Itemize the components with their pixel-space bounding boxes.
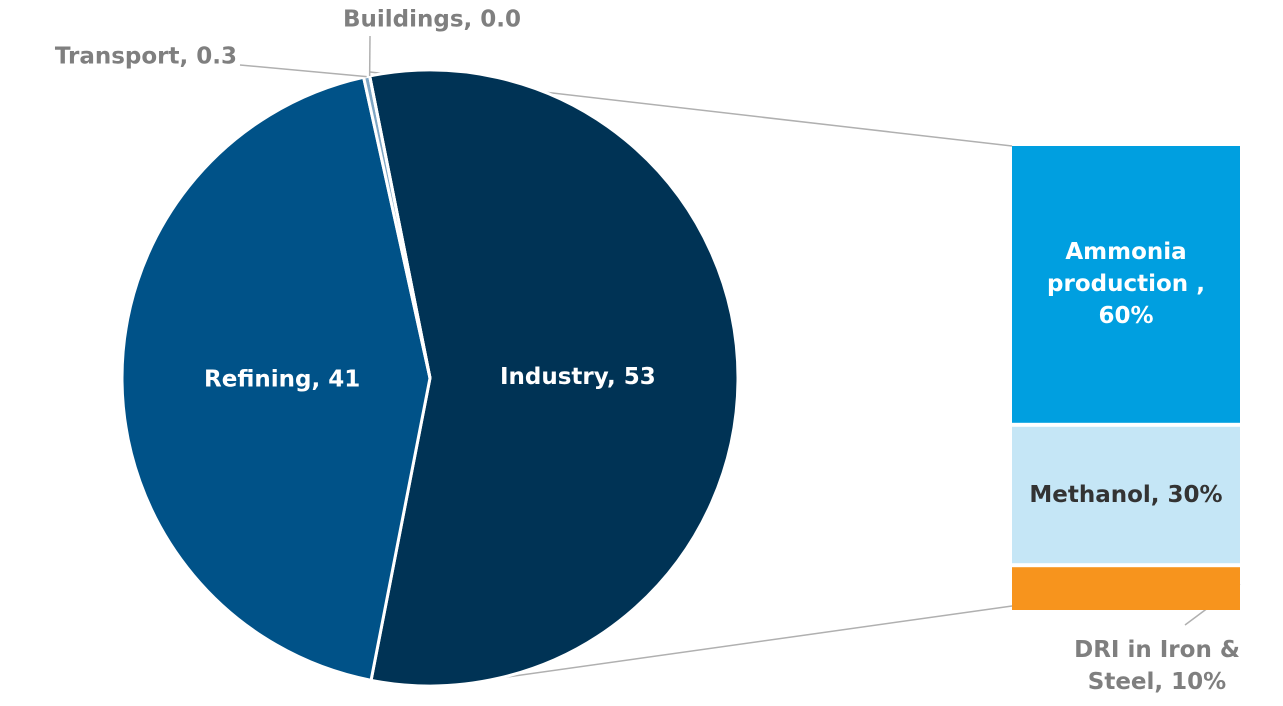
slice-label: Industry, 53 — [500, 364, 656, 390]
segment-label: DRI in Iron & Steel, 10% — [1032, 626, 1282, 706]
slice-label: Refining, 41 — [204, 366, 360, 392]
segment-label: Methanol, 30% — [1012, 427, 1240, 563]
slice-label: Transport, 0.3 — [55, 44, 237, 70]
bar-segment — [1012, 567, 1240, 610]
slice-label: Buildings, 0.0 — [343, 7, 521, 33]
segment-label: Ammonia production , 60% — [1012, 146, 1240, 423]
leader-line — [240, 65, 367, 77]
